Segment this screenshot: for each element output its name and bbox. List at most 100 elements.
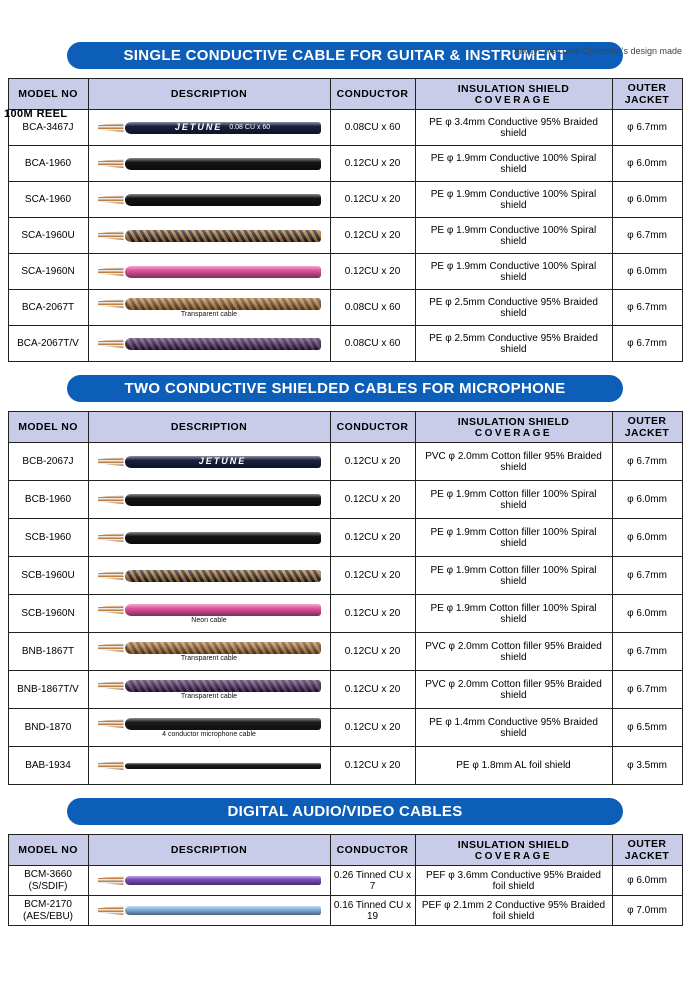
col-insulation-line2: COVERAGE — [474, 94, 553, 106]
cable-strands-icon — [97, 605, 124, 614]
description-cell — [87, 145, 331, 182]
conductor-cell: 0.08CU x 60 — [329, 109, 416, 146]
table-row: SCB-1960U 0.12CU x 20 PE φ 1.9mm Cotton fi… — [7, 556, 683, 595]
header-row: MODEL NO DESCRIPTION CONDUCTOR INSULATIO… — [7, 834, 683, 866]
model-no-cell: SCB-1960N — [7, 594, 89, 633]
table-row: SCA-1960U 0.12CU x 20 PE φ 1.9mm Conductiv… — [7, 217, 683, 254]
cable-strands-icon — [97, 571, 124, 580]
header-row: MODEL NO DESCRIPTION CONDUCTOR INSULATIO… — [7, 78, 683, 110]
description-cell — [87, 325, 331, 362]
cable-strands-icon — [97, 299, 124, 308]
cable-strands-icon — [97, 761, 124, 770]
outer-jacket-cell: φ 6.7mm — [611, 325, 683, 362]
col-conductor: CONDUCTOR — [329, 834, 416, 866]
outer-jacket-cell: φ 6.7mm — [611, 109, 683, 146]
table-row: BCB-2067J JETUNE 0.12CU x 20 PVC φ 2.0mm Co… — [7, 442, 683, 481]
cable-caption: Neon cable — [191, 616, 227, 624]
col-insulation: INSULATION SHIELD COVERAGE — [414, 78, 613, 110]
cable-strands-icon — [97, 643, 124, 652]
cable-image — [92, 569, 327, 582]
outer-jacket-cell: φ 6.0mm — [611, 480, 683, 519]
cable-image — [92, 876, 327, 885]
col-model: MODEL NO — [7, 78, 89, 110]
outer-jacket-cell: φ 6.0mm — [611, 594, 683, 633]
outer-jacket-cell: φ 6.0mm — [611, 181, 683, 218]
model-no-cell: BCA-2067T — [7, 289, 89, 326]
model-no-cell: SCA-1960U — [7, 217, 89, 254]
col-jacket-line2: JACKET — [624, 427, 670, 439]
cable-strands-icon — [97, 533, 124, 542]
description-cell — [87, 253, 331, 290]
outer-jacket-cell: φ 6.0mm — [611, 253, 683, 290]
conductor-cell: 0.12CU x 20 — [329, 217, 416, 254]
description-cell — [87, 480, 331, 519]
col-jacket-line1: OUTER — [627, 82, 667, 94]
description-cell: Transparent cable — [87, 670, 331, 709]
cable-image — [92, 717, 327, 730]
cable-jacket-graphic — [124, 876, 321, 885]
cable-caption: Transparent cable — [180, 654, 238, 662]
col-insulation-line1: INSULATION SHIELD — [457, 415, 570, 428]
cable-strands-icon — [97, 267, 124, 276]
col-insulation-line2: COVERAGE — [474, 427, 553, 439]
col-jacket-line1: OUTER — [627, 415, 667, 427]
cable-image — [92, 157, 327, 170]
cable-jacket-graphic: JETUNE 0.08 CU x 60 — [124, 121, 321, 134]
description-cell — [87, 746, 331, 785]
insulation-cell: PVC φ 2.0mm Cotton filler 95% Braided sh… — [414, 632, 613, 671]
cable-caption: Transparent cable — [180, 310, 238, 318]
cable-image — [92, 641, 327, 654]
table-row: BCM-3660 (S/SDIF) 0.26 Tinned CU x 7 PEF φ… — [7, 865, 683, 896]
spec-table-microphone: MODEL NO DESCRIPTION CONDUCTOR INSULATIO… — [7, 411, 683, 785]
insulation-cell: PEF φ 2.1mm 2 Conductive 95% Braided foi… — [414, 895, 613, 926]
table-row: BCA-2067T/V 0.08CU x 60 PE φ 2.5mm Conduct… — [7, 325, 683, 362]
description-cell — [87, 556, 331, 595]
model-no-cell: BNB-1867T — [7, 632, 89, 671]
brand-label: 0.08 CU x 60 — [229, 124, 271, 131]
cable-image — [92, 265, 327, 278]
table-row: BND-1870 4 conductor microphone cable 0.12… — [7, 708, 683, 747]
description-cell: 4 conductor microphone cable — [87, 708, 331, 747]
description-cell: Neon cable — [87, 594, 331, 633]
table-row: BNB-1867T Transparent cable 0.12CU x 20 PVC… — [7, 632, 683, 671]
outer-jacket-cell: φ 6.5mm — [611, 708, 683, 747]
description-cell — [87, 865, 331, 896]
table-row: BCB-1960 0.12CU x 20 PE φ 1.9mm Cotton fil… — [7, 480, 683, 519]
cable-strands-icon — [97, 195, 124, 204]
description-cell — [87, 181, 331, 218]
col-conductor: CONDUCTOR — [329, 78, 416, 110]
table-row: BCM-2170 (AES/EBU) 0.16 Tinned CU x 19 PEF… — [7, 895, 683, 926]
banner-wrap: DIGITAL AUDIO/VIDEO CABLES — [0, 798, 690, 825]
cable-strands-icon — [97, 457, 124, 466]
model-no-cell: BCB-1960 — [7, 480, 89, 519]
description-cell: JETUNE — [87, 442, 331, 481]
model-no-cell: BCM-3660 (S/SDIF) — [7, 865, 89, 896]
col-outer-jacket: OUTER JACKET — [611, 834, 683, 866]
conductor-cell: 0.12CU x 20 — [329, 632, 416, 671]
col-description: DESCRIPTION — [87, 411, 331, 443]
header-row: MODEL NO DESCRIPTION CONDUCTOR INSULATIO… — [7, 411, 683, 443]
model-no-cell: BCB-2067J — [7, 442, 89, 481]
col-insulation-line1: INSULATION SHIELD — [457, 82, 570, 95]
insulation-cell: PE φ 1.9mm Cotton filler 100% Spiral shi… — [414, 594, 613, 633]
outer-jacket-cell: φ 6.0mm — [611, 865, 683, 896]
conductor-cell: 0.12CU x 20 — [329, 708, 416, 747]
col-model: MODEL NO — [7, 834, 89, 866]
cable-jacket-graphic — [124, 157, 321, 170]
col-conductor: CONDUCTOR — [329, 411, 416, 443]
insulation-cell: PE φ 1.9mm Conductive 100% Spiral shield — [414, 217, 613, 254]
cable-image — [92, 493, 327, 506]
conductor-cell: 0.12CU x 20 — [329, 670, 416, 709]
cable-strands-icon — [97, 123, 124, 132]
section-title-guitar: SINGLE CONDUCTIVE CABLE FOR GUITAR & INS… — [67, 42, 623, 69]
outer-jacket-cell: φ 6.0mm — [611, 518, 683, 557]
outer-jacket-cell: φ 6.7mm — [611, 632, 683, 671]
section-digital-av: DIGITAL AUDIO/VIDEO CABLES MODEL NO DESC… — [0, 798, 690, 926]
description-cell — [87, 518, 331, 557]
col-insulation: INSULATION SHIELD COVERAGE — [414, 411, 613, 443]
insulation-cell: PVC φ 2.0mm Cotton filler 95% Braided sh… — [414, 442, 613, 481]
conductor-cell: 0.12CU x 20 — [329, 746, 416, 785]
col-insulation-line2: COVERAGE — [474, 850, 553, 862]
insulation-cell: PE φ 1.9mm Conductive 100% Spiral shield — [414, 181, 613, 218]
model-no-cell: SCB-1960 — [7, 518, 89, 557]
